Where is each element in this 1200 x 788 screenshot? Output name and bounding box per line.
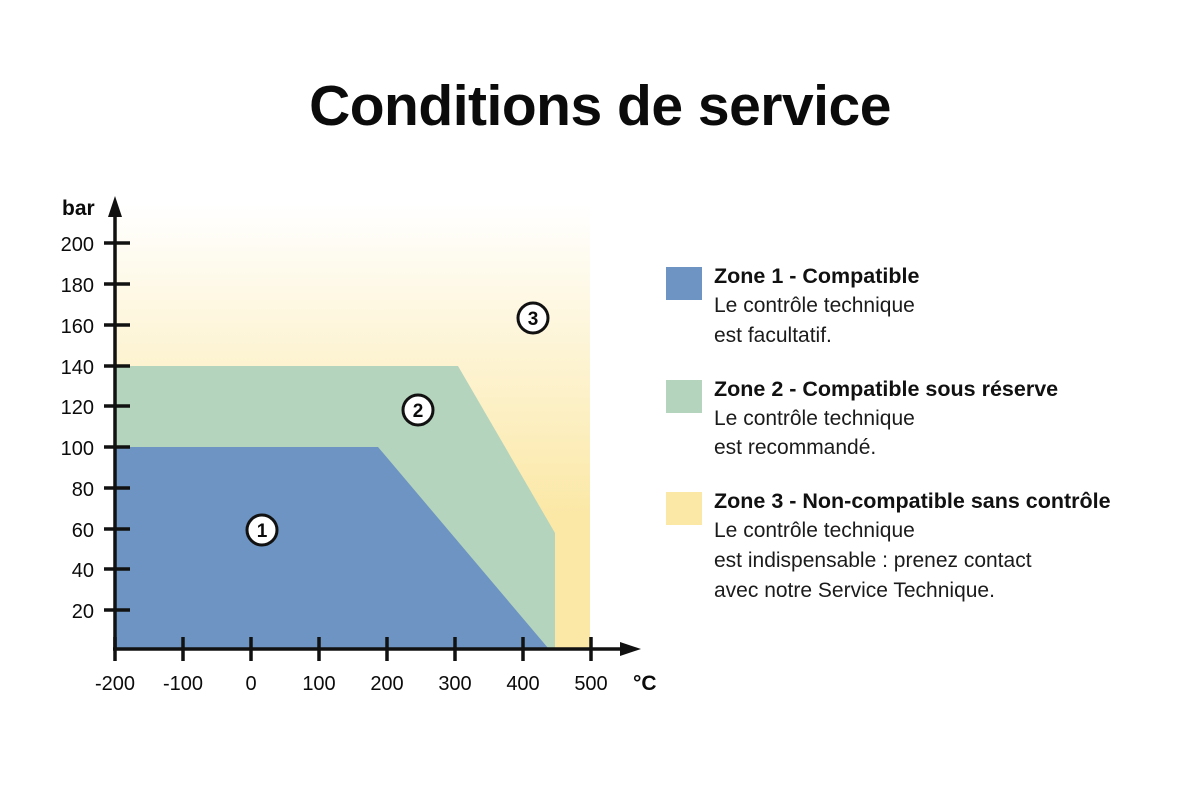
y-tick-label: 40 <box>72 560 94 582</box>
page-title: Conditions de service <box>309 74 891 138</box>
zone-marker-2-label: 2 <box>413 401 424 422</box>
legend-desc-zone-1: Le contrôle technique est facultatif. <box>714 291 1186 351</box>
legend-desc-line: Le contrôle technique <box>714 294 915 318</box>
x-axis-unit-label: °C <box>633 672 657 695</box>
x-axis-ticks <box>113 637 593 661</box>
x-tick-label: 500 <box>574 673 607 695</box>
legend-desc-line: est indispensable : prenez contact <box>714 549 1032 573</box>
legend-desc-zone-2: Le contrôle technique est recommandé. <box>714 404 1186 464</box>
y-axis-unit-label: bar <box>62 197 95 220</box>
y-tick-label: 180 <box>61 275 94 297</box>
x-tick-label: -100 <box>163 673 203 695</box>
zone-1-area <box>115 447 548 648</box>
legend-item-zone-3: Zone 3 - Non-compatible sans contrôle Le… <box>666 487 1186 605</box>
zone-marker-3-label: 3 <box>528 309 539 330</box>
x-tick-label: 300 <box>438 673 471 695</box>
legend-desc-line: Le contrôle technique <box>714 406 915 430</box>
legend-desc-line: Le contrôle technique <box>714 519 915 543</box>
service-conditions-chart: 200 180 160 140 120 100 80 60 40 20 -200… <box>61 196 657 695</box>
zone-marker-1: 1 <box>245 513 279 547</box>
x-tick-label: 0 <box>245 673 256 695</box>
y-tick-label: 100 <box>61 438 94 460</box>
y-tick-label: 60 <box>72 520 94 542</box>
y-axis-ticks <box>104 241 130 612</box>
legend-swatch-zone-1 <box>666 267 702 300</box>
y-tick-label: 160 <box>61 316 94 338</box>
legend-desc-line: est recommandé. <box>714 436 877 460</box>
y-tick-label: 200 <box>61 234 94 256</box>
chart-area: 200 180 160 140 120 100 80 60 40 20 -200… <box>61 196 657 695</box>
zone-marker-2: 2 <box>401 393 435 427</box>
zone-marker-1-label: 1 <box>257 521 268 542</box>
x-tick-label: 400 <box>506 673 539 695</box>
legend-item-zone-1: Zone 1 - Compatible Le contrôle techniqu… <box>666 262 1186 351</box>
legend-desc-line: est facultatif. <box>714 323 832 347</box>
x-tick-label: -200 <box>95 673 135 695</box>
x-axis-arrow <box>620 642 641 656</box>
legend-swatch-zone-2 <box>666 379 702 413</box>
y-tick-label: 120 <box>61 397 94 419</box>
legend-title-zone-1: Zone 1 - Compatible <box>714 264 920 288</box>
x-tick-label: 200 <box>370 673 403 695</box>
legend: Zone 1 - Compatible Le contrôle techniqu… <box>666 262 1186 630</box>
legend-item-zone-2: Zone 2 - Compatible sous réserve Le cont… <box>666 375 1186 464</box>
y-tick-label: 140 <box>61 357 94 379</box>
legend-desc-zone-3: Le contrôle technique est indispensable … <box>714 516 1186 605</box>
x-tick-label: 100 <box>302 673 335 695</box>
y-axis-arrow <box>108 196 122 217</box>
legend-swatch-zone-3 <box>666 492 702 526</box>
legend-title-zone-3: Zone 3 - Non-compatible sans contrôle <box>714 489 1111 514</box>
y-tick-label: 20 <box>72 601 94 623</box>
zone-marker-3: 3 <box>516 301 550 335</box>
legend-desc-line: avec notre Service Technique. <box>714 578 995 602</box>
legend-title-zone-2: Zone 2 - Compatible sous réserve <box>714 376 1059 401</box>
y-tick-label: 80 <box>72 479 94 501</box>
